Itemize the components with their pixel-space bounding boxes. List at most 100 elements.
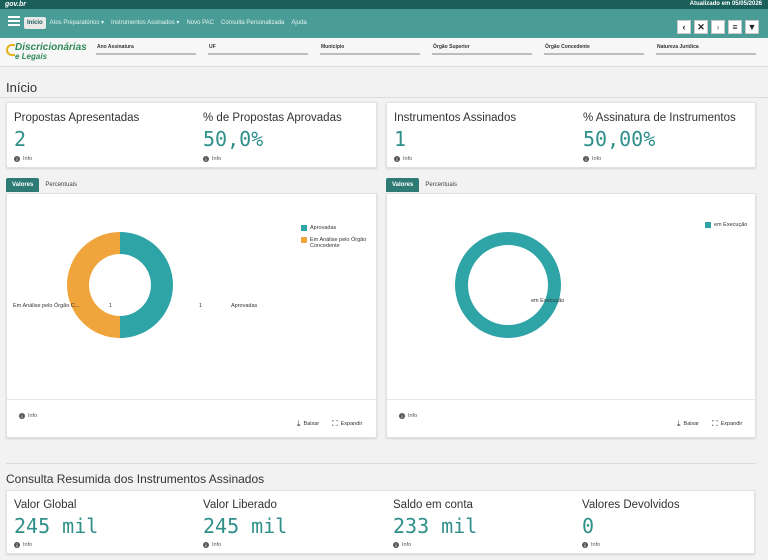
kpi-info[interactable]: i Info xyxy=(394,156,412,162)
title-divider xyxy=(0,97,768,98)
summary-saldo-em-conta: Saldo em conta 233 mil i Info xyxy=(393,491,573,553)
donut-slice-aprovadas[interactable] xyxy=(120,232,173,338)
info-icon: i xyxy=(19,413,25,419)
chart-footer: i Info ⤓ Baixar ⛶ Expandir xyxy=(387,399,755,437)
chart-label-left-category: Em Análise pelo Órgão C... xyxy=(13,303,80,309)
summary-info[interactable]: i Info xyxy=(203,542,221,548)
kpi-label: % Assinatura de Instrumentos xyxy=(583,112,736,124)
filter-municipio[interactable]: Município xyxy=(320,43,420,55)
chart-info[interactable]: i Info xyxy=(399,413,417,419)
brand-line-2: e Legais xyxy=(15,52,48,61)
chart-info[interactable]: i Info xyxy=(19,413,37,419)
donut-chart-propostas xyxy=(67,232,173,338)
tab-valores[interactable]: Valores xyxy=(6,178,40,192)
expand-button[interactable]: ⛶ Expandir xyxy=(332,419,363,428)
summary-value: 233 mil xyxy=(393,514,478,538)
legend-item-em-analise[interactable]: Em Análise pelo Órgão Concedente xyxy=(301,237,374,249)
chart-tabs-right: Valores Percentuais xyxy=(386,178,463,192)
expand-icon: ⛶ xyxy=(332,419,338,428)
donut-slice-em-execucao[interactable] xyxy=(455,232,561,338)
nav-item-inicio[interactable]: Início xyxy=(24,16,46,29)
summary-info[interactable]: i Info xyxy=(393,542,411,548)
clear-selections-button[interactable]: ✕ xyxy=(694,20,708,34)
gov-bar: gov.br Atualizado em 05/05/2026 xyxy=(0,0,768,9)
kpi-label: Propostas Apresentadas xyxy=(14,112,140,124)
nav-item-ajuda[interactable]: Ajuda xyxy=(291,19,307,26)
legend-item-em-execucao[interactable]: em Execução xyxy=(705,222,754,228)
kpi-card-propostas: Propostas Apresentadas 2 i Info % de Prop… xyxy=(6,102,377,168)
kpi-value: 50,00% xyxy=(583,127,656,151)
info-icon: i xyxy=(583,156,589,162)
download-button[interactable]: ⤓ Baixar xyxy=(297,419,320,428)
info-icon: i xyxy=(203,542,209,548)
filter-uf[interactable]: UF xyxy=(208,43,308,55)
info-icon: i xyxy=(582,542,588,548)
info-icon: i xyxy=(203,156,209,162)
download-icon: ⤓ xyxy=(297,419,301,428)
kpi-info[interactable]: i Info xyxy=(14,156,32,162)
filter-natureza-juridica[interactable]: Natureza Jurídica xyxy=(656,43,756,55)
tab-percentuais[interactable]: Percentuais xyxy=(425,182,458,188)
chart-card-instrumentos: em Execução em Execução i Info ⤓ Baixar ⛶ E… xyxy=(386,193,756,438)
chart-footer: i Info ⤓ Baixar ⛶ Expandir xyxy=(7,399,376,437)
section-title: Consulta Resumida dos Instrumentos Assin… xyxy=(6,472,265,486)
filter-ano-assinatura[interactable]: Ano Assinatura xyxy=(96,43,196,55)
summary-label: Valor Global xyxy=(14,499,77,511)
info-icon: i xyxy=(394,156,400,162)
dropdown-button[interactable]: ▼ xyxy=(745,20,759,34)
info-icon: i xyxy=(399,413,405,419)
section-divider xyxy=(6,463,756,464)
legend-swatch xyxy=(301,237,307,243)
info-icon: i xyxy=(14,156,20,162)
chart-legend: Aprovadas Em Análise pelo Órgão Conceden… xyxy=(301,225,374,255)
kpi-value: 2 xyxy=(14,127,27,151)
summary-value: 0 xyxy=(582,514,595,538)
legend-swatch xyxy=(301,225,307,231)
filter-bar: Discricionárias e Legais Ano Assinatura … xyxy=(0,38,768,67)
expand-button[interactable]: ⛶ Expandir xyxy=(712,419,743,428)
kpi-value: 1 xyxy=(394,127,407,151)
summary-label: Valores Devolvidos xyxy=(582,499,680,511)
list-menu-button[interactable]: ≡ xyxy=(728,20,742,34)
page-title: Início xyxy=(6,80,38,95)
filter-orgao-concedente[interactable]: Órgão Concedente xyxy=(544,43,644,55)
chart-label-left-value: 1 xyxy=(109,303,113,309)
legend-item-aprovadas[interactable]: Aprovadas xyxy=(301,225,374,231)
summary-value: 245 mil xyxy=(14,514,99,538)
kpi-info[interactable]: i Info xyxy=(583,156,601,162)
summary-valor-global: Valor Global 245 mil i Info xyxy=(14,491,194,553)
filter-orgao-superior[interactable]: Órgão Superior xyxy=(432,43,532,55)
updated-date: Atualizado em 05/05/2026 xyxy=(689,1,762,7)
nav-item-novo-pac[interactable]: Novo PAC xyxy=(186,19,215,26)
hamburger-icon[interactable] xyxy=(8,16,20,27)
back-button[interactable]: ‹ xyxy=(677,20,691,34)
legend-swatch xyxy=(705,222,711,228)
kpi-info[interactable]: i Info xyxy=(203,156,221,162)
donut-slice-em-analise[interactable] xyxy=(67,232,120,338)
nav-item-consulta-personalizada[interactable]: Consulta Personalizada xyxy=(221,19,285,26)
summary-label: Saldo em conta xyxy=(393,499,473,511)
summary-info[interactable]: i Info xyxy=(14,542,32,548)
info-icon: i xyxy=(14,542,20,548)
govbr-logo[interactable]: gov.br xyxy=(5,1,27,8)
kpi-assinatura-instrumentos: % Assinatura de Instrumentos 50,00% i Inf… xyxy=(583,103,753,167)
chart-label-right-value: 1 xyxy=(199,303,203,309)
expand-icon: ⛶ xyxy=(712,419,718,428)
nav-item-instrumentos-assinados[interactable]: Instrumentos Assinados ▾ xyxy=(111,20,180,26)
nav-item-atos-preparatorios[interactable]: Atos Preparatórios ▾ xyxy=(49,20,105,26)
tab-valores[interactable]: Valores xyxy=(386,178,420,192)
nav-menu: Início Atos Preparatórios ▾ Instrumentos… xyxy=(24,16,311,29)
kpi-card-instrumentos: Instrumentos Assinados 1 i Info % Assinat… xyxy=(386,102,756,168)
kpi-propostas-apresentadas: Propostas Apresentadas 2 i Info xyxy=(14,103,194,167)
forward-button[interactable]: › xyxy=(711,20,725,34)
tab-percentuais[interactable]: Percentuais xyxy=(45,182,78,188)
kpi-instrumentos-assinados: Instrumentos Assinados 1 i Info xyxy=(394,103,574,167)
main-navbar: Início Atos Preparatórios ▾ Instrumentos… xyxy=(0,9,768,38)
summary-info[interactable]: i Info xyxy=(582,542,600,548)
download-button[interactable]: ⤓ Baixar xyxy=(677,419,700,428)
kpi-label: % de Propostas Aprovadas xyxy=(203,112,342,124)
nav-buttons: ‹ ✕ › ≡ ▼ xyxy=(674,20,759,34)
summary-value: 245 mil xyxy=(203,514,288,538)
donut-chart-instrumentos xyxy=(455,232,561,338)
summary-card: Valor Global 245 mil i Info Valor Liberad… xyxy=(6,490,755,554)
